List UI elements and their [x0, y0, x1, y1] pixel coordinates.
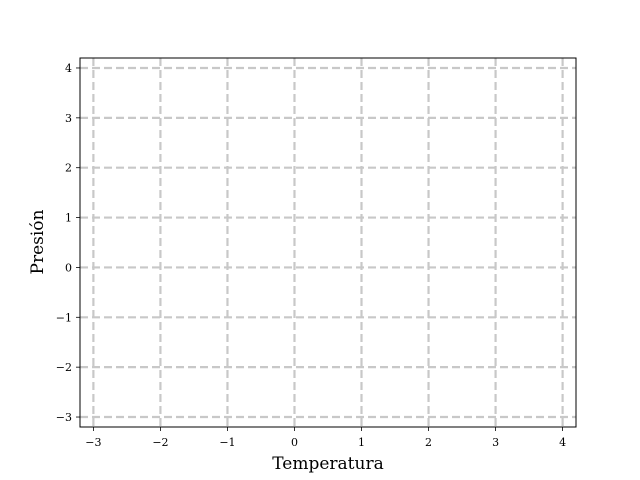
y-tick-label: 1 — [65, 212, 72, 225]
x-tick-label: −2 — [152, 436, 168, 449]
plot-frame — [79, 57, 577, 428]
x-tick-label: 4 — [559, 436, 566, 449]
x-axis-label: Temperatura — [272, 454, 383, 474]
y-tick-label: −1 — [56, 311, 72, 324]
y-tick-label: 2 — [65, 162, 72, 175]
y-tick-label: 3 — [65, 112, 72, 125]
x-tick-label: 1 — [358, 436, 365, 449]
x-tick-label: 0 — [291, 436, 298, 449]
x-tick-label: −1 — [219, 436, 235, 449]
y-axis-label: Presión — [28, 209, 48, 274]
x-tick-label: 2 — [425, 436, 432, 449]
y-tick-label: −3 — [56, 411, 72, 424]
x-tick-label: 3 — [492, 436, 499, 449]
y-tick-label: 4 — [65, 62, 72, 75]
grid — [80, 58, 576, 427]
y-tick-label: 0 — [65, 261, 72, 274]
y-tick-label: −2 — [56, 361, 72, 374]
ticks — [76, 67, 563, 431]
tick-labels: −3 −2 −1 0 1 2 3 4 −3 −2 −1 0 1 2 3 4 — [56, 62, 566, 449]
x-tick-label: −3 — [85, 436, 101, 449]
